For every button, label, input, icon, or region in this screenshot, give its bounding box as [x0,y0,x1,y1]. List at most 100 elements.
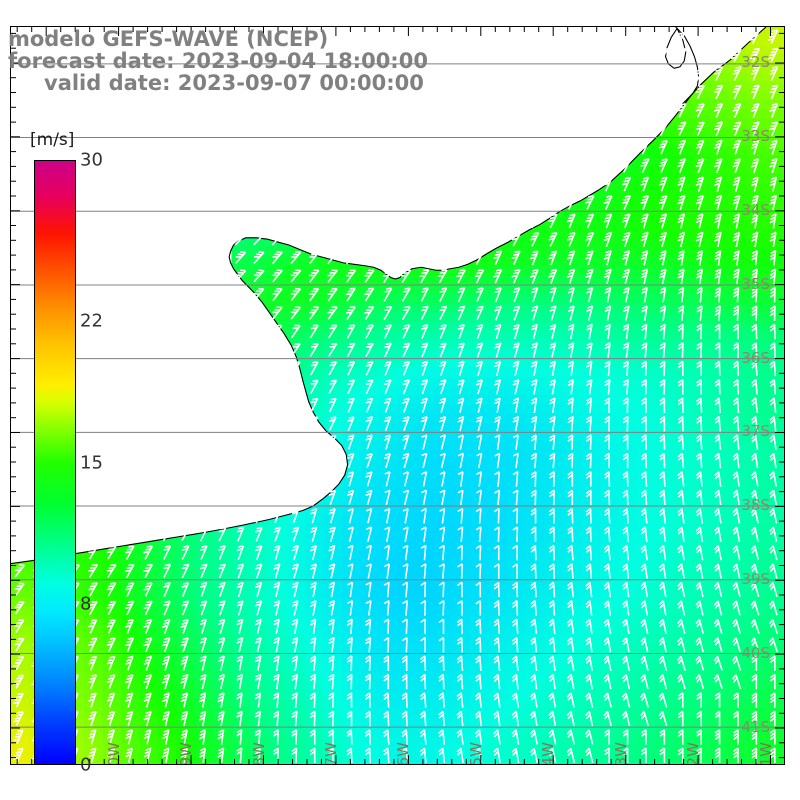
wind-barb-segment [623,250,630,254]
wind-barb-segment [606,674,612,690]
wind-barb-segment [387,692,390,708]
wind-barb-segment [384,526,390,531]
wind-barb-segment [750,471,756,477]
wind-barb-segment [401,750,407,756]
wind-barb-segment [753,29,760,32]
wind-barb-segment [750,72,757,75]
wind-barb-segment [769,53,775,57]
wind-barb-segment [605,198,611,201]
wind-barb-segment [696,511,702,517]
wind-barb-segment [512,713,518,719]
wind-barb-segment [625,121,631,124]
wind-barb-segment [404,324,410,327]
wind-barb-segment [423,729,427,745]
wind-barb-segment [309,676,316,682]
wind-barb-segment [658,618,664,624]
wind-barb-segment [531,378,538,383]
wind-barb-segment [717,213,722,229]
wind-barb-segment [662,508,667,524]
wind-barb-segment [568,342,574,346]
wind-barb-segment [349,582,354,598]
latitude-label: 35S [741,274,770,293]
wind-barb-segment [144,621,151,625]
wind-barb-segment [420,471,427,475]
wind-barb-segment [733,747,739,752]
wind-barb-segment [589,545,593,561]
wind-barb-segment [605,250,612,254]
wind-barb-segment [662,305,667,321]
wind-barb-segment [218,747,224,752]
wind-barb-segment [475,526,482,531]
wind-barb-segment [644,342,648,358]
wind-barb-segment [198,417,209,431]
wind-barb-segment [769,698,776,704]
wind-barb-segment [588,361,593,377]
wind-barb-segment [622,621,628,628]
wind-barb-segment [88,661,95,665]
wind-barb-segment [770,249,776,255]
wind-barb-segment [585,471,592,476]
wind-barb-segment [752,32,759,35]
wind-barb-segment [274,527,281,542]
wind-barb-segment [347,419,354,423]
wind-barb-segment [511,618,518,624]
wind-barb-segment [272,343,283,357]
wind-barb-segment [476,324,484,340]
wind-barb-segment [438,747,444,753]
wind-barb-segment [421,398,428,413]
wind-barb-segment [750,545,756,551]
wind-barb-segment [145,566,151,570]
wind-barb-segment [310,618,316,623]
wind-barb-segment [253,178,265,191]
wind-barb-segment [680,619,686,634]
wind-barb-segment [146,582,153,585]
wind-barb-segment [622,145,628,149]
wind-barb-segment [604,732,610,737]
wind-barb-segment [677,563,683,569]
wind-barb-segment [420,581,426,587]
wind-barb-segment [291,655,298,660]
wind-barb-segment [658,710,664,717]
wind-barb-segment [697,50,703,54]
wind-barb-segment [89,732,96,736]
wind-barb-segment [530,382,537,387]
wind-barb-segment [679,194,686,199]
wind-barb-segment [420,636,426,642]
wind-barb-segment [164,545,171,548]
wind-barb-segment [237,563,245,579]
wind-barb-segment [568,305,575,309]
wind-barb-segment [365,363,372,367]
wind-barb-segment [658,237,665,242]
wind-barb-segment [365,327,372,330]
wind-barb-segment [661,158,668,161]
wind-barb-segment [236,492,243,496]
wind-barb-segment [753,66,760,69]
wind-barb-segment [769,489,775,495]
wind-barb-segment [493,713,499,719]
wind-barb-segment [309,692,316,697]
wind-barb-segment [530,471,537,476]
wind-barb-segment [199,747,206,752]
wind-barb-segment [495,361,502,377]
wind-barb-segment [533,176,540,180]
wind-barb-segment [512,419,519,423]
wind-barb-segment [622,434,629,439]
wind-barb-segment [143,661,150,665]
wind-barb-segment [401,713,408,719]
wind-barb-segment [569,250,575,254]
wind-barb-segment [571,563,574,579]
wind-barb-segment [769,72,775,75]
wind-barb-segment [567,290,574,294]
wind-barb-segment [438,658,444,664]
wind-barb-segment [256,253,262,256]
wind-barb-segment [640,474,647,480]
wind-barb-segment [734,231,740,236]
wind-barb-segment [200,564,208,579]
wind-barb-segment [658,526,665,532]
wind-barb-segment [273,471,282,487]
wind-barb-segment [199,676,206,681]
wind-barb-segment [585,219,591,223]
wind-barb-segment [717,508,722,524]
wind-barb-segment [382,196,394,209]
wind-barb-segment [310,636,316,641]
